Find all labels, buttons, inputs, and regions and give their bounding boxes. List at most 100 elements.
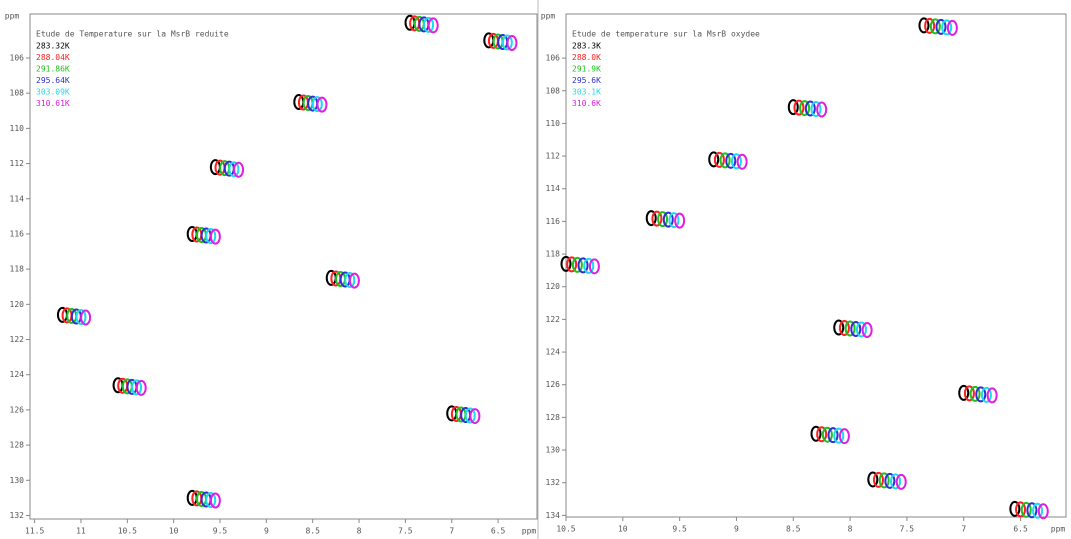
peak: [867, 471, 879, 488]
legend-entry: 303.1K: [572, 88, 601, 97]
x-tick-label: 9.5: [672, 525, 687, 534]
y-tick-label: 114: [10, 194, 25, 203]
y-tick-label: 106: [546, 54, 561, 63]
peak: [730, 153, 742, 170]
peak: [918, 17, 930, 34]
legend-entry: 295.64K: [36, 76, 70, 85]
peak: [423, 16, 435, 33]
peak: [1020, 501, 1032, 518]
x-tick-label: 9: [734, 525, 739, 534]
peak: [719, 152, 731, 169]
peak: [205, 491, 217, 508]
peak: [662, 211, 674, 228]
peak: [80, 309, 92, 326]
peak: [975, 386, 987, 403]
peak: [895, 473, 907, 490]
y-tick-label: 128: [10, 441, 25, 450]
x-tick-label: 7.5: [398, 527, 413, 536]
y-tick-label: 120: [546, 282, 561, 291]
x-tick-label: 7: [449, 527, 454, 536]
y-tick-label: 110: [10, 124, 25, 133]
peak: [969, 385, 981, 402]
y-tick-label: 124: [10, 370, 25, 379]
peak: [506, 35, 518, 52]
y-tick-label: 134: [546, 511, 561, 520]
x-tick-label: 8: [848, 525, 853, 534]
legend-entry: 288.0K: [572, 53, 601, 62]
peak: [348, 272, 360, 289]
peak: [725, 152, 737, 169]
x-tick-label: 11.5: [25, 527, 44, 536]
peak: [135, 379, 147, 396]
legend-entry: 283.3K: [572, 42, 601, 51]
y-tick-label: 118: [10, 265, 25, 274]
peak: [228, 161, 240, 178]
y-tick-label: 116: [10, 229, 25, 238]
peak: [651, 210, 663, 227]
plot-frame: [565, 13, 1067, 518]
peak: [1009, 500, 1021, 517]
legend-entry: 295.6K: [572, 76, 601, 85]
peak: [209, 228, 221, 245]
peak: [793, 99, 805, 116]
y-tick-label: 108: [10, 89, 25, 98]
peak: [657, 211, 669, 228]
y-tick-label: 114: [546, 184, 561, 193]
peak: [787, 99, 799, 116]
y-tick-label: 130: [10, 476, 25, 485]
legend-title: Etude de Temperature sur la MsrB reduite: [36, 30, 229, 39]
legend-entry: 303.09K: [36, 88, 70, 97]
y-tick-label: 110: [546, 119, 561, 128]
peak: [344, 272, 356, 289]
x-axis-label: ppm: [1051, 525, 1066, 534]
y-tick-label: 126: [546, 380, 561, 389]
peak: [668, 212, 680, 229]
peak: [464, 407, 476, 424]
peak: [571, 256, 583, 273]
y-tick-label: 130: [546, 446, 561, 455]
peak: [209, 492, 221, 509]
peak: [884, 472, 896, 489]
peak: [1037, 503, 1049, 520]
peak: [577, 257, 589, 274]
peak: [560, 255, 572, 272]
peak: [855, 321, 867, 338]
peak: [816, 426, 828, 443]
x-tick-label: 8: [357, 527, 362, 536]
x-tick-label: 10.5: [118, 527, 137, 536]
legend-entry: 310.61K: [36, 99, 70, 108]
peak: [833, 427, 845, 444]
peak: [946, 19, 958, 36]
peak: [804, 100, 816, 117]
x-tick-label: 6.5: [1013, 525, 1028, 534]
peak: [566, 256, 578, 273]
x-tick-label: 6.5: [491, 527, 506, 536]
x-axis-label: ppm: [522, 527, 537, 536]
y-tick-label: 124: [546, 348, 561, 357]
y-axis-label: ppm: [541, 12, 556, 21]
x-tick-label: 10.5: [556, 525, 575, 534]
y-tick-label: 106: [10, 53, 25, 62]
y-tick-label: 108: [546, 86, 561, 95]
peak: [708, 151, 720, 168]
peak: [878, 472, 890, 489]
y-tick-label: 128: [546, 413, 561, 422]
y-tick-label: 112: [10, 159, 25, 168]
y-tick-label: 116: [546, 217, 561, 226]
legend-entry: 288.04K: [36, 53, 70, 62]
peak: [935, 18, 947, 35]
peak: [427, 17, 439, 34]
y-tick-label: 122: [10, 335, 25, 344]
x-tick-label: 7.5: [900, 525, 915, 534]
peak: [833, 319, 845, 336]
peak: [233, 161, 245, 178]
peak: [844, 320, 856, 337]
peak: [873, 471, 884, 488]
y-tick-label: 132: [546, 478, 561, 487]
y-tick-label: 122: [546, 315, 561, 324]
peak: [131, 379, 143, 396]
peak: [75, 309, 87, 325]
y-tick-label: 126: [10, 405, 25, 414]
